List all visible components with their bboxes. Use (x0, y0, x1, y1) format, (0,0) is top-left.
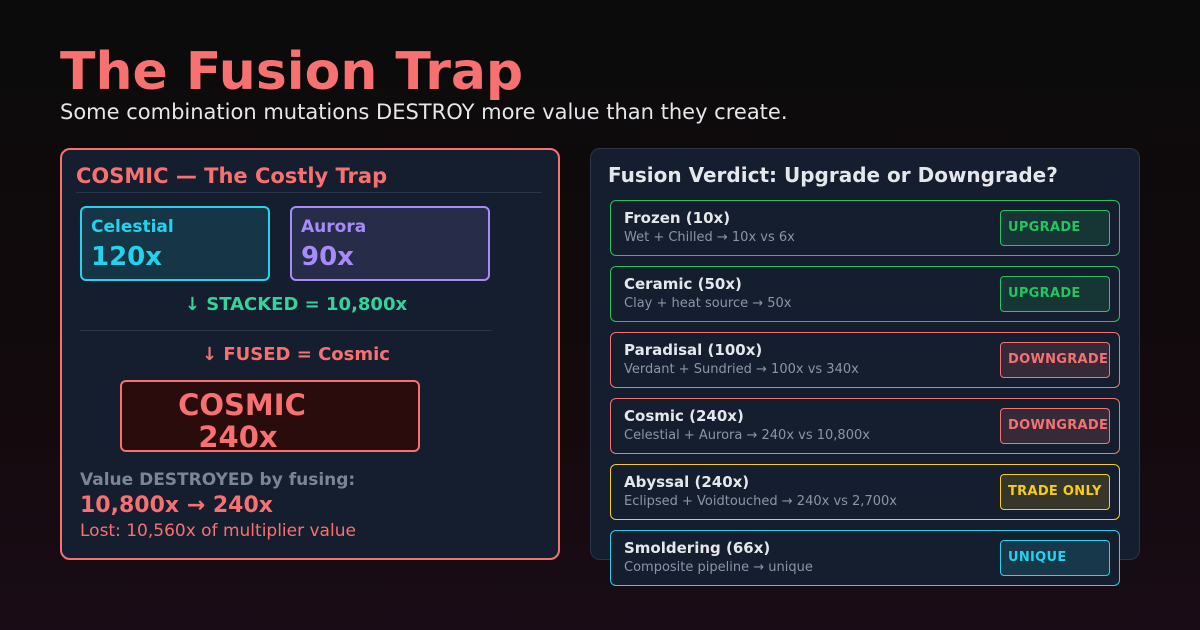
left-panel: COSMIC — The Costly Trap ↓ STACKED = 10,… (60, 148, 560, 560)
verdict-badge: TRADE ONLY (1000, 474, 1110, 510)
verdict-row: Frozen (10x) Wet + Chilled → 10x vs 6x UPG… (610, 200, 1120, 256)
mutation-label: Aurora (301, 217, 367, 237)
verdict-badge: DOWNGRADE (1000, 408, 1110, 444)
row-desc: Clay + heat source → 50x (624, 296, 792, 311)
verdict-badge: UPGRADE (1000, 276, 1110, 312)
row-name: Smoldering (66x) (624, 539, 771, 557)
verdict-badge: DOWNGRADE (1000, 342, 1110, 378)
mutation-value: 90x (301, 242, 354, 272)
result-value: 240x (198, 420, 278, 454)
verdict-row: Abyssal (240x) Eclipsed + Voidtouched → 2… (610, 464, 1120, 520)
divider (80, 330, 492, 331)
row-desc: Celestial + Aurora → 240x vs 10,800x (624, 428, 870, 443)
row-name: Paradisal (100x) (624, 341, 763, 359)
panel-title: Fusion Verdict: Upgrade or Downgrade? (608, 163, 1058, 187)
divider (76, 192, 542, 193)
verdict-row: Cosmic (240x) Celestial + Aurora → 240x v… (610, 398, 1120, 454)
row-name: Abyssal (240x) (624, 473, 750, 491)
mutation-box: Aurora 90x (290, 206, 490, 281)
verdict-badge: UPGRADE (1000, 210, 1110, 246)
mutation-value: 120x (91, 242, 163, 272)
row-name: Cosmic (240x) (624, 407, 744, 425)
stacked-text: ↓ STACKED = 10,800x (184, 294, 408, 315)
subtitle: Some combination mutations DESTROY more … (60, 100, 788, 124)
mutation-label: Celestial (91, 217, 174, 237)
lost-text: Lost: 10,560x of multiplier value (80, 521, 356, 541)
row-name: Frozen (10x) (624, 209, 731, 227)
row-desc: Composite pipeline → unique (624, 560, 813, 575)
fused-text: ↓ FUSED = Cosmic (202, 344, 390, 365)
row-name: Ceramic (50x) (624, 275, 742, 293)
row-desc: Verdant + Sundried → 100x vs 340x (624, 362, 859, 377)
title: The Fusion Trap (60, 42, 524, 102)
result-label: COSMIC (178, 388, 306, 422)
row-desc: Wet + Chilled → 10x vs 6x (624, 230, 795, 245)
result-box: COSMIC 240x (120, 380, 420, 454)
verdict-row: Paradisal (100x) Verdant + Sundried → 100… (610, 332, 1120, 388)
destroyed-label: Value DESTROYED by fusing: (80, 470, 356, 490)
verdict-badge: UNIQUE (1000, 540, 1110, 576)
row-desc: Eclipsed + Voidtouched → 240x vs 2,700x (624, 494, 897, 509)
verdict-row: Ceramic (50x) Clay + heat source → 50x UPG… (610, 266, 1120, 322)
mutation-box: Celestial 120x (80, 206, 270, 281)
verdict-row: Smoldering (66x) Composite pipeline → uni… (610, 530, 1120, 586)
destroyed-value: 10,800x → 240x (80, 493, 273, 518)
panel-heading: COSMIC — The Costly Trap (76, 164, 388, 188)
